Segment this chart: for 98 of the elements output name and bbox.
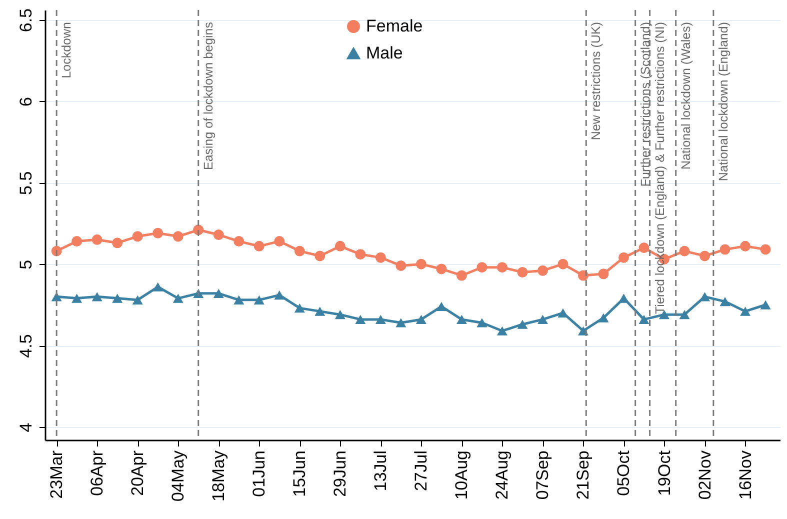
- point: [72, 236, 82, 247]
- point: [355, 249, 366, 260]
- point: [476, 262, 488, 273]
- point: [234, 295, 244, 304]
- point: [537, 314, 548, 324]
- point: [152, 228, 164, 238]
- point: [92, 234, 102, 245]
- point: [294, 246, 305, 256]
- point: [112, 238, 123, 248]
- x-tick-label: 06Apr: [88, 450, 107, 496]
- x-tick-label: 24Aug: [492, 450, 512, 500]
- ref-line-label: Easing of lockdown begins: [201, 22, 216, 170]
- x-tick-label: 20Apr: [128, 450, 148, 496]
- point: [740, 240, 751, 252]
- point: [375, 314, 386, 324]
- ref-line-label: New restrictions (UK): [589, 22, 604, 140]
- x-tick-label: 10Aug: [452, 450, 472, 500]
- x-tick-label: 13Jul: [371, 450, 390, 492]
- point: [152, 282, 164, 292]
- point: [598, 313, 609, 322]
- y-tick-label: 6: [16, 96, 36, 106]
- x-tick-label: 15Jun: [290, 450, 310, 497]
- legend-label: Male: [366, 44, 403, 62]
- y-tick-label: 6.5: [16, 8, 36, 32]
- point: [679, 246, 690, 256]
- point: [254, 295, 264, 304]
- point: [375, 252, 386, 263]
- point: [760, 300, 771, 310]
- point: [112, 294, 123, 303]
- point: [700, 292, 710, 302]
- point: [334, 310, 346, 320]
- point: [496, 326, 508, 336]
- x-tick-label: 01Jun: [250, 450, 269, 497]
- ref-line-label: Lockdown: [60, 22, 74, 78]
- ref-line-label: Tiered lockdown (England) & Further restrictions (NI): [652, 22, 667, 314]
- point: [638, 314, 650, 324]
- point: [456, 270, 467, 281]
- ref-line-label: National lockdown (England): [716, 22, 730, 182]
- point: [598, 268, 609, 280]
- legend-label: Female: [366, 16, 423, 36]
- x-tick-label: 21Sep: [574, 450, 593, 500]
- point: [234, 236, 244, 247]
- point: [132, 295, 143, 304]
- y-tick-label: 5.5: [16, 171, 36, 195]
- point: [92, 292, 102, 302]
- x-tick-label: 05Oct: [614, 450, 634, 496]
- point: [578, 270, 588, 281]
- point: [72, 294, 82, 303]
- y-tick-label: 4: [16, 422, 36, 432]
- x-tick-label: 19Oct: [654, 450, 674, 496]
- point: [496, 262, 508, 273]
- point: [720, 297, 730, 306]
- point: [396, 318, 406, 328]
- point: [172, 294, 184, 303]
- y-tick-label: 5: [16, 260, 36, 270]
- point: [679, 310, 690, 320]
- point: [355, 314, 366, 324]
- point: [740, 306, 751, 316]
- point: [274, 290, 285, 300]
- point: [476, 318, 488, 328]
- point: [132, 231, 143, 242]
- point: [558, 258, 568, 270]
- point: [436, 264, 447, 274]
- ref-line-label: National lockdown (Wales): [678, 22, 693, 170]
- x-tick-label: 27Jul: [412, 450, 431, 492]
- point: [294, 304, 305, 313]
- point: [618, 252, 629, 263]
- x-tick-label: 16Nov: [736, 450, 755, 500]
- point: [416, 314, 426, 324]
- point: [334, 240, 346, 252]
- ref-line-label: Further restrictions (Scotland): [638, 22, 652, 187]
- point: [254, 240, 264, 252]
- point: [213, 230, 224, 240]
- y-tick-label: 4.5: [16, 334, 36, 358]
- point: [760, 244, 771, 255]
- point: [638, 242, 650, 254]
- point: [720, 244, 730, 255]
- point: [517, 267, 528, 278]
- point: [172, 231, 184, 242]
- x-tick-label: 18May: [209, 450, 228, 502]
- x-tick-label: 29Jun: [330, 450, 350, 497]
- point: [396, 260, 406, 271]
- x-tick-label: 04May: [168, 450, 188, 502]
- point: [456, 314, 467, 324]
- point: [274, 236, 285, 247]
- point: [700, 250, 710, 262]
- x-tick-label: 23Mar: [47, 450, 66, 499]
- point: [416, 258, 426, 270]
- point: [618, 294, 629, 303]
- point: [517, 320, 528, 329]
- point: [436, 302, 447, 311]
- point: [314, 306, 326, 316]
- x-tick-label: 07Sep: [533, 450, 552, 500]
- point: [213, 288, 224, 298]
- point: [314, 250, 326, 262]
- point: [558, 308, 568, 318]
- point: [537, 265, 548, 276]
- x-tick-label: 02Nov: [695, 450, 714, 500]
